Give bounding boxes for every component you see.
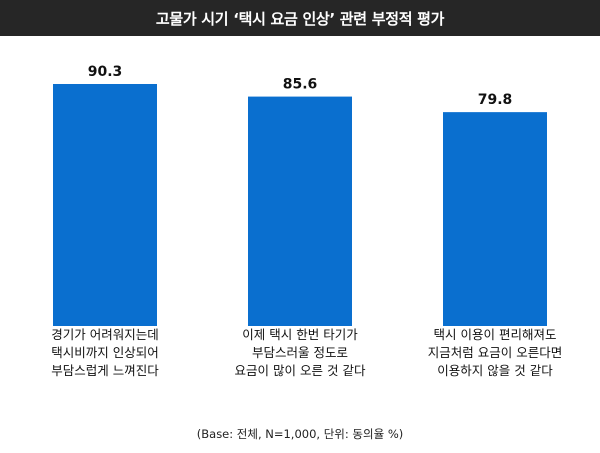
bar-1: [53, 83, 157, 326]
value-label-3: 79.8: [478, 92, 513, 108]
chart-title: 고물가 시기 ‘택시 요금 인상’ 관련 부정적 평가: [0, 0, 600, 36]
category-label-1: 경기가 어려워지는데 택시비까지 인상되어 부담스럽게 느껴진다: [51, 327, 159, 378]
bar-chart: 90.3 85.6 79.8: [53, 64, 547, 326]
bar-2: [248, 96, 352, 326]
value-label-2: 85.6: [283, 77, 318, 93]
source-note: (Base: 전체, N=1,000, 단위: 동의율 %): [196, 427, 404, 441]
category-label-3: 택시 이용이 편리해져도 지금처럼 요금이 오른다면 이용하지 않을 것 같다: [427, 327, 563, 378]
value-label-1: 90.3: [88, 64, 123, 80]
category-label-2: 이제 택시 한번 타기가 부담스러울 정도로 요금이 많이 오른 것 같다: [234, 327, 366, 378]
bar-3: [443, 112, 547, 326]
